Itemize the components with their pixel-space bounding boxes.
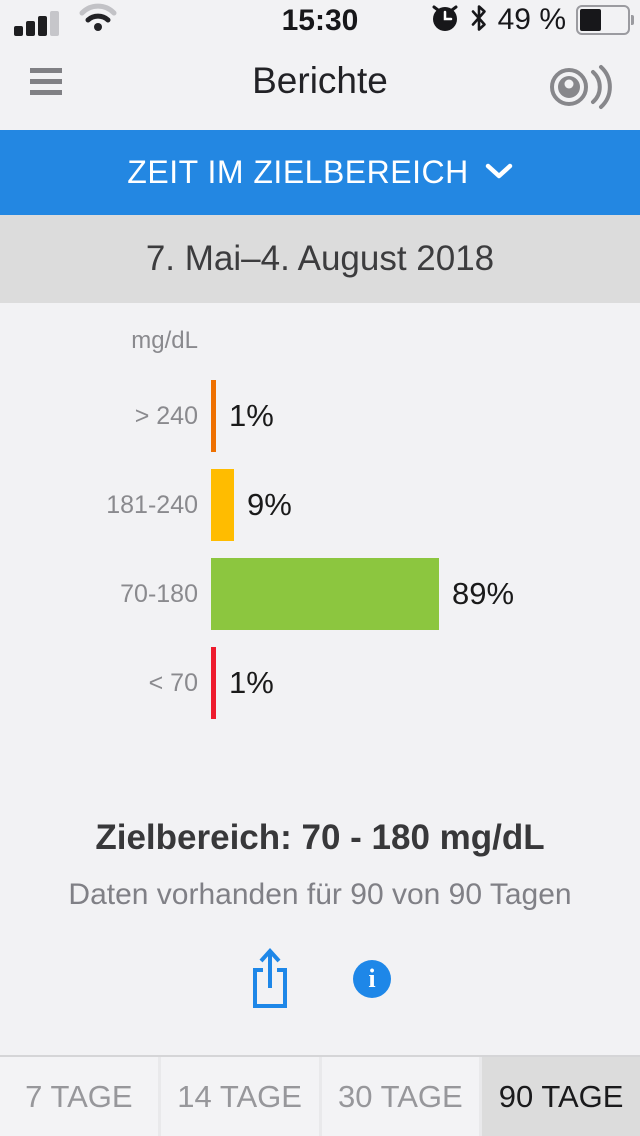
tab-90-tage[interactable]: 90 TAGE — [482, 1057, 640, 1136]
battery-icon — [576, 5, 634, 35]
header: Berichte — [0, 40, 640, 130]
info-icon: i — [353, 960, 391, 998]
range-label: > 240 — [134, 401, 198, 430]
page-title: Berichte — [252, 60, 388, 101]
battery-percent: 49 % — [497, 3, 566, 36]
date-range-text: 7. Mai–4. August 2018 — [145, 239, 495, 278]
range-label: 181-240 — [106, 490, 198, 519]
chart-row: < 70 1% — [0, 647, 640, 719]
range-percent: 1% — [229, 398, 274, 433]
date-range-bar: 7. Mai–4. August 2018 — [0, 215, 640, 303]
range-bar — [211, 558, 439, 630]
tab-30-tage[interactable]: 30 TAGE — [321, 1057, 483, 1136]
actions-row: i — [0, 944, 640, 1014]
range-bar — [211, 380, 216, 452]
data-availability-text: Daten vorhanden für 90 von 90 Tagen — [68, 878, 572, 911]
signal-icon — [14, 10, 59, 36]
report-selector-label: ZEIT IM ZIELBEREICH — [127, 154, 469, 190]
target-range-text: Zielbereich: 70 - 180 mg/dL — [95, 818, 545, 857]
time-in-range-chart: > 240 1% 181-240 9% 70-180 89% < 70 1% — [0, 380, 640, 736]
tab-14-tage[interactable]: 14 TAGE — [160, 1057, 322, 1136]
chart-row: 70-180 89% — [0, 558, 640, 630]
chart-unit-label: mg/dL — [131, 327, 198, 354]
sensor-signal-icon[interactable] — [548, 62, 614, 112]
share-icon — [249, 946, 291, 1013]
alarm-clock-icon — [430, 3, 460, 38]
wifi-icon — [79, 3, 117, 36]
chart-row: 181-240 9% — [0, 469, 640, 541]
chevron-down-icon — [485, 162, 513, 183]
period-tab-bar: 7 TAGE 14 TAGE 30 TAGE 90 TAGE — [0, 1055, 640, 1136]
chart-row: > 240 1% — [0, 380, 640, 452]
range-bar — [211, 469, 234, 541]
range-bar — [211, 647, 216, 719]
range-label: 70-180 — [120, 579, 198, 608]
range-label: < 70 — [148, 668, 198, 697]
range-percent: 9% — [247, 487, 292, 522]
status-time: 15:30 — [281, 4, 359, 37]
summary: Zielbereich: 70 - 180 mg/dL Daten vorhan… — [0, 818, 640, 912]
range-percent: 1% — [229, 665, 274, 700]
tab-7-tage[interactable]: 7 TAGE — [0, 1057, 161, 1136]
info-button[interactable]: i — [353, 960, 391, 998]
bluetooth-icon — [470, 3, 488, 38]
menu-icon[interactable] — [30, 66, 64, 102]
status-bar: 15:30 49 % — [0, 0, 640, 40]
share-button[interactable] — [249, 946, 291, 1013]
report-selector-button[interactable]: ZEIT IM ZIELBEREICH — [0, 130, 640, 215]
range-percent: 89% — [452, 576, 515, 611]
